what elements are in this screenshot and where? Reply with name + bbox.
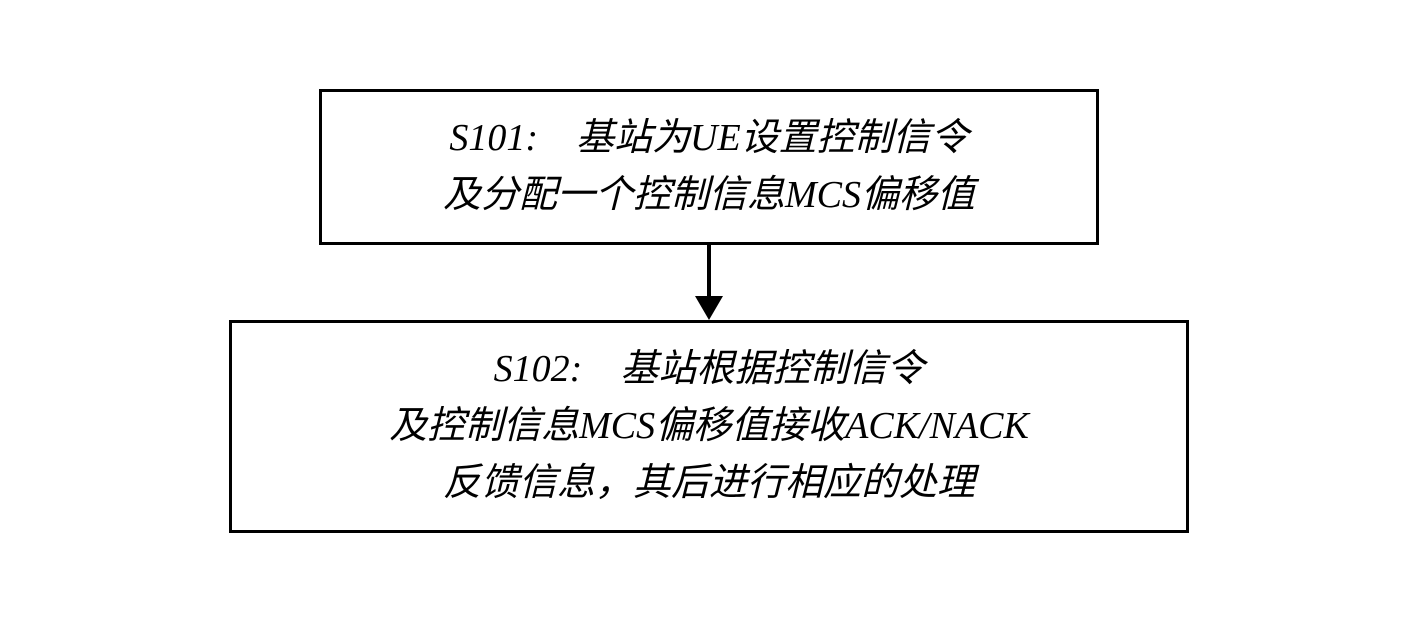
node-text-line: 及分配一个控制信息MCS偏移值 — [352, 167, 1066, 224]
flowchart-node-s101: S101: 基站为UE设置控制信令 及分配一个控制信息MCS偏移值 — [319, 89, 1099, 245]
node-text-line: S102: 基站根据控制信令 — [262, 341, 1156, 398]
arrow-head-icon — [695, 296, 723, 320]
node-text-line: 及控制信息MCS偏移值接收ACK/NACK — [262, 398, 1156, 455]
node-text-line: S101: 基站为UE设置控制信令 — [352, 110, 1066, 167]
flowchart-node-s102: S102: 基站根据控制信令 及控制信息MCS偏移值接收ACK/NACK 反馈信… — [229, 320, 1189, 533]
flowchart-container: S101: 基站为UE设置控制信令 及分配一个控制信息MCS偏移值 S102: … — [229, 89, 1189, 533]
node-text-line: 反馈信息，其后进行相应的处理 — [262, 455, 1156, 512]
flowchart-arrow — [695, 245, 723, 320]
arrow-line — [707, 245, 711, 296]
